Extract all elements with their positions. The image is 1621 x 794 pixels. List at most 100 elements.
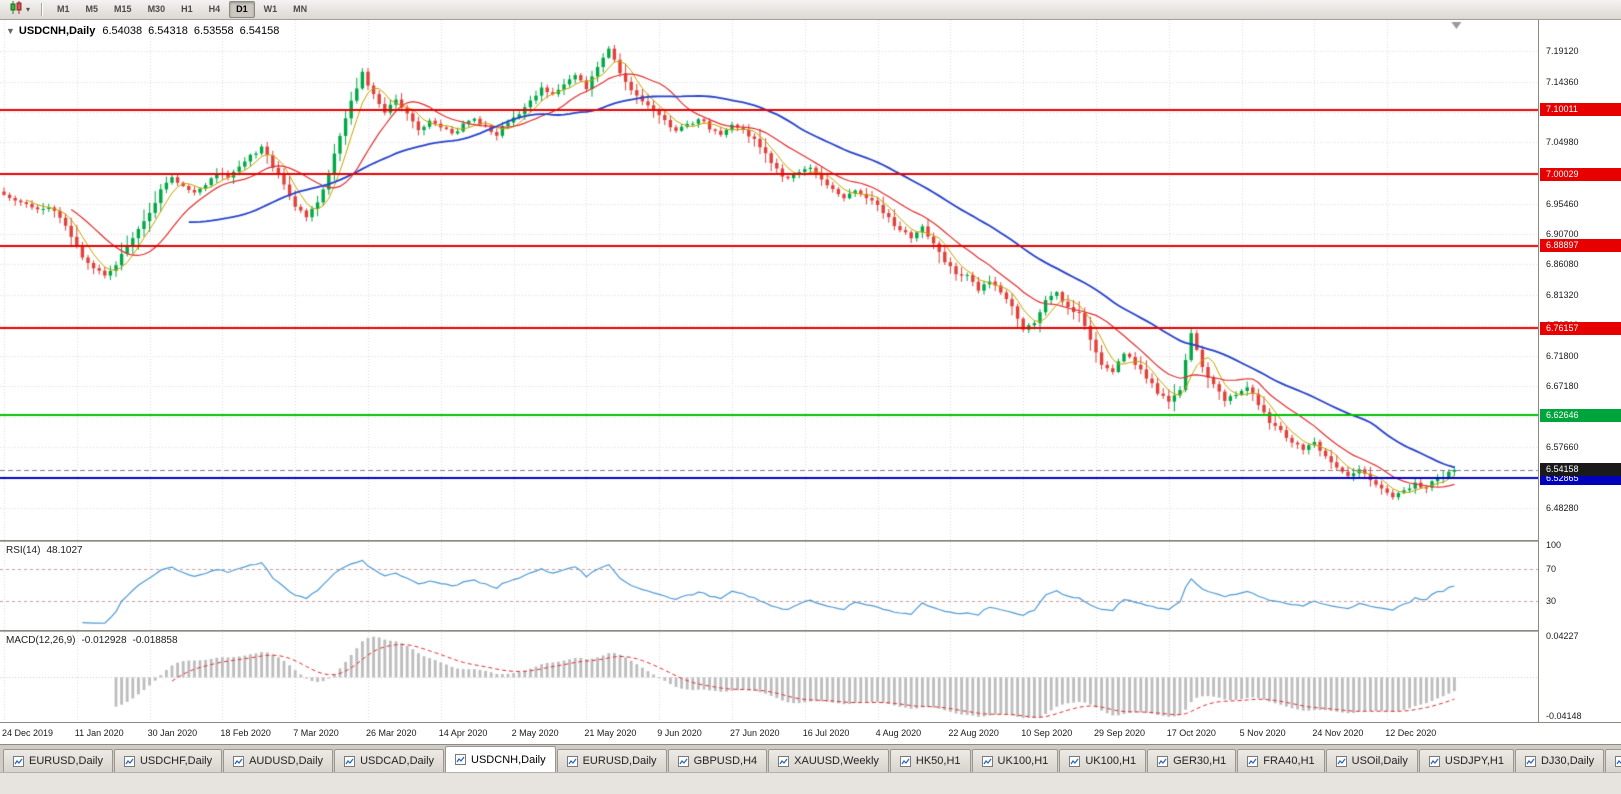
price-axis[interactable]: 100 70 30 0.04227 -0.04148 7.19120 7.1436… [1538, 20, 1621, 722]
chart-icon [1247, 755, 1259, 767]
tab-label: USDCNH,Daily [471, 753, 546, 766]
chart-icon [1428, 755, 1440, 767]
chart-tab-usdcad-daily[interactable]: USDCAD,Daily [334, 749, 445, 772]
tab-label: HK50,H1 [915, 755, 961, 767]
timeframe-button-m15[interactable]: M15 [114, 4, 132, 14]
timeframe-button-m1[interactable]: M1 [57, 4, 70, 14]
chart-tab-hk50-h1[interactable]: HK50,H1 [889, 749, 971, 772]
timeframe-button-m30[interactable]: M30 [147, 4, 166, 14]
date-label: 24 Nov 2020 [1312, 728, 1364, 738]
date-label: 14 Apr 2020 [438, 728, 488, 738]
tab-label: UK100,H1 [1085, 755, 1137, 767]
chart-tab-eurusd-daily[interactable]: EURUSD,Daily [556, 749, 667, 772]
chart-tab-fra40-h1[interactable]: FRA40,H1 [1237, 749, 1325, 772]
price-tick-label: 6.95460 [1546, 198, 1579, 209]
chart-tab-xauusd-weekly[interactable]: XAUUSD,Weekly [768, 749, 889, 772]
macd-scale-bottom: -0.04148 [1546, 711, 1582, 721]
price-tick-label: 6.90700 [1546, 229, 1579, 240]
chart-tab-dj30-daily[interactable]: DJ30,Daily [1514, 749, 1605, 772]
rsi-label: RSI(14) 48.1027 [6, 545, 83, 556]
chart-tab-usdchf-daily[interactable]: USDCHF,Daily [113, 749, 223, 772]
timeframe-button-d1[interactable]: D1 [229, 1, 255, 18]
collapse-arrow-icon[interactable]: ▼ [6, 26, 15, 36]
timeframe-button-h1[interactable]: H1 [181, 4, 193, 14]
chart-icon [677, 755, 689, 767]
chart-tab-usoil-daily[interactable]: USOil,Daily [1325, 749, 1418, 772]
chart-icon [981, 755, 993, 767]
tab-label: USDJPY,H1 [1444, 755, 1504, 767]
tab-label: FRA40,H1 [1263, 755, 1315, 767]
candlestick-chart-icon [9, 0, 24, 19]
rsi-value: 48.1027 [46, 545, 83, 556]
date-label: 21 May 2020 [584, 728, 637, 738]
chart-icon [566, 755, 578, 767]
close-value: 6.54158 [239, 25, 280, 37]
chart-tab-ger30-h1[interactable]: GER30,H1 [1147, 749, 1237, 772]
low-value: 6.53558 [193, 25, 234, 37]
hline-price-tag: 6.88897 [1540, 239, 1621, 253]
chart-tab-uk100-h1[interactable]: UK100,H1 [971, 749, 1059, 772]
price-tick-label: 7.14360 [1546, 76, 1579, 87]
timeframe-button-h4[interactable]: H4 [208, 4, 221, 14]
date-label: 30 Jan 2020 [147, 728, 198, 738]
chart-icon [344, 755, 356, 767]
rsi-indicator-chart[interactable] [0, 542, 1538, 630]
chart-tab-gbpusd-h4[interactable]: GBPUSD,H4 [667, 749, 768, 772]
chart-tab-bar: EURUSD,Daily USDCHF,Daily AUDUSD,Daily USDC… [0, 744, 1621, 772]
macd-indicator-chart[interactable] [0, 632, 1538, 722]
tab-label: USDCAD,Daily [360, 755, 435, 767]
chart-tab-eurusd-daily[interactable]: EURUSD,Daily [3, 749, 113, 772]
date-label: 18 Feb 2020 [220, 728, 271, 738]
chart-tab-usdjpy-h1[interactable]: USDJPY,H1 [1418, 749, 1514, 772]
tab-label: GBPUSD,H4 [693, 755, 758, 767]
chart-icon [1069, 755, 1081, 767]
date-label: 29 Sep 2020 [1094, 728, 1146, 738]
chart-icon [455, 754, 467, 765]
date-label: 16 Jul 2020 [802, 728, 850, 738]
hline-price-tag: 7.00029 [1540, 167, 1621, 181]
date-label: 26 Mar 2020 [366, 728, 417, 738]
chart-icon [1615, 755, 1621, 767]
time-axis[interactable]: 24 Dec 2019 11 Jan 2020 30 Jan 2020 18 Feb … [0, 722, 1621, 744]
chart-region: ▼ USDCNH,Daily 6.54038 6.54318 6.53558 6.5415… [0, 20, 1621, 744]
date-label: 7 Mar 2020 [293, 728, 339, 738]
tab-label: EURUSD,Daily [29, 755, 103, 767]
tab-label: EURUSD,Daily [582, 755, 657, 767]
price-tick-label: 6.71800 [1546, 351, 1579, 362]
main-price-chart[interactable] [0, 20, 1538, 540]
chart-tab-uk100-h1[interactable]: UK100,H1 [1059, 749, 1147, 772]
open-value: 6.54038 [102, 25, 143, 37]
chart-icon [1335, 755, 1347, 767]
timeframe-buttons: M1 M5 M15 M30 H1 H4 D1 W1 MN [50, 1, 314, 18]
chart-tab-audusd-daily[interactable]: AUDUSD,Daily [223, 749, 334, 772]
date-label: 22 Aug 2020 [948, 728, 999, 738]
chart-icon [123, 755, 135, 767]
rsi-scale-70: 70 [1546, 564, 1557, 574]
chart-icon [233, 755, 245, 767]
chart-tab-usdcnh-daily[interactable]: USDCNH,Daily [445, 746, 556, 772]
high-value: 6.54318 [148, 25, 188, 37]
chart-icon [1524, 755, 1536, 767]
price-tick-label: 6.48280 [1546, 502, 1579, 513]
chart-icon [778, 755, 790, 767]
date-label: 17 Oct 2020 [1166, 728, 1216, 738]
panel-splitter[interactable] [0, 540, 1621, 542]
chevron-down-icon: ▾ [26, 5, 31, 14]
price-tick-label: 6.57660 [1546, 442, 1579, 453]
rsi-name: RSI(14) [6, 545, 41, 556]
chart-tab-china300-h1[interactable]: CHINA300,H1 [1605, 749, 1621, 772]
timeframe-button-mn[interactable]: MN [293, 4, 308, 14]
date-label: 27 Jun 2020 [730, 728, 780, 738]
panel-splitter[interactable] [0, 630, 1621, 632]
date-label: 12 Dec 2020 [1385, 728, 1437, 738]
macd-scale-top: 0.04227 [1546, 631, 1579, 641]
date-label: 10 Sep 2020 [1021, 728, 1073, 738]
price-tick-label: 6.67180 [1546, 380, 1579, 391]
timeframe-button-m5[interactable]: M5 [85, 4, 99, 14]
timeframe-toolbar: ▾ M1 M5 M15 M30 H1 H4 D1 W1 MN [0, 0, 1621, 20]
timeframe-button-w1[interactable]: W1 [263, 4, 278, 14]
current-price-tag: 6.54158 [1540, 463, 1621, 477]
date-label: 4 Aug 2020 [875, 728, 922, 738]
chart-type-button[interactable]: ▾ [5, 0, 34, 21]
tab-label: UK100,H1 [997, 755, 1049, 767]
